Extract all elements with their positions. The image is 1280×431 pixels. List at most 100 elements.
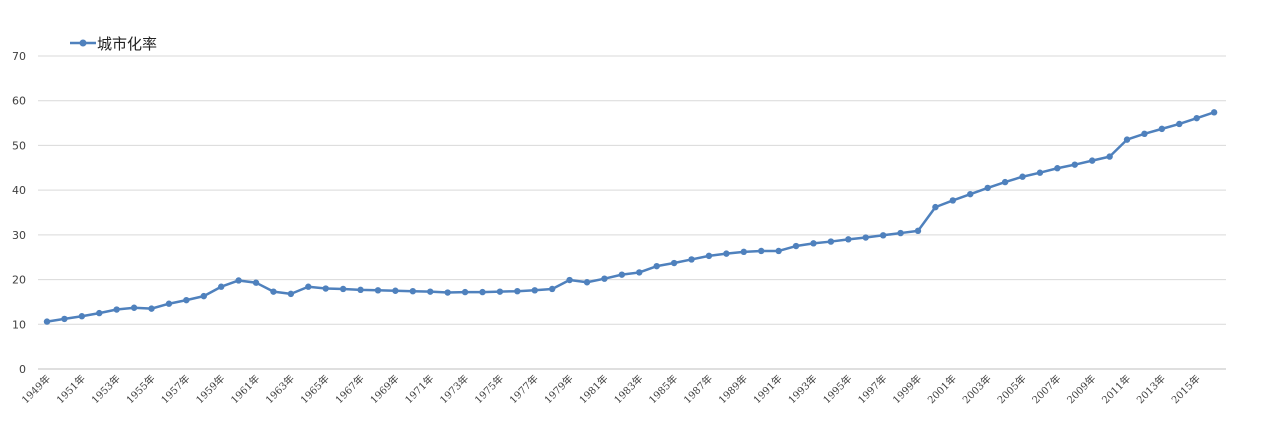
- x-tick-label: 2009年: [1064, 372, 1098, 406]
- x-tick-label: 2015年: [1169, 372, 1203, 406]
- data-point: [1019, 173, 1026, 180]
- y-tick-label: 30: [12, 229, 26, 242]
- data-point: [148, 305, 155, 312]
- data-point: [1036, 169, 1044, 176]
- data-point: [1141, 130, 1148, 138]
- data-point: [287, 290, 295, 298]
- data-point: [374, 287, 382, 294]
- legend-point-marker: [79, 39, 87, 47]
- data-point: [1089, 157, 1096, 164]
- data-point: [1001, 178, 1009, 186]
- data-point: [810, 240, 817, 247]
- legend: 城市化率: [70, 35, 157, 53]
- legend-label: 城市化率: [97, 35, 157, 53]
- data-point: [43, 318, 51, 325]
- data-point: [479, 288, 486, 296]
- data-point: [113, 306, 120, 313]
- data-point: [165, 300, 173, 307]
- data-point: [183, 296, 190, 304]
- x-axis-tick-labels: 1949年 1951年 1953年 1955年 1957年 1959年 1961年 1963年…: [19, 372, 1203, 406]
- data-point: [740, 248, 747, 256]
- data-point: [914, 227, 922, 235]
- y-tick-label: 60: [12, 95, 26, 108]
- data-point: [235, 277, 242, 284]
- data-point: [932, 203, 939, 211]
- y-tick-label: 0: [19, 363, 26, 376]
- x-tick-label: 1987年: [681, 372, 715, 406]
- x-tick-label: 1981年: [576, 372, 610, 406]
- x-tick-label: 1993年: [785, 372, 819, 406]
- x-tick-label: 2001年: [925, 372, 959, 406]
- data-point: [96, 309, 103, 317]
- x-tick-label: 1997年: [855, 372, 889, 406]
- data-point: [531, 287, 538, 294]
- x-tick-label: 1951年: [54, 372, 88, 406]
- data-point: [879, 232, 887, 239]
- x-tick-label: 1977年: [507, 372, 541, 406]
- data-point: [636, 269, 643, 276]
- data-point: [723, 250, 730, 257]
- x-tick-label: 2007年: [1029, 372, 1063, 406]
- y-axis-tick-labels: 0 10 20 30 40 50 60 70: [12, 50, 26, 376]
- data-point: [444, 289, 451, 296]
- x-tick-label: 2013年: [1134, 372, 1168, 406]
- data-point: [967, 190, 974, 198]
- data-point: [461, 288, 469, 296]
- x-tick-label: 1975年: [472, 372, 506, 406]
- data-point: [130, 304, 138, 311]
- data-point: [392, 287, 399, 294]
- x-tick-label: 1991年: [750, 372, 784, 406]
- x-tick-label: 2003年: [960, 372, 994, 406]
- y-tick-label: 70: [12, 50, 26, 63]
- data-point: [409, 287, 417, 295]
- data-point: [845, 236, 852, 243]
- x-tick-label: 1989年: [716, 372, 750, 406]
- data-point: [688, 256, 695, 263]
- data-point: [339, 285, 347, 293]
- data-point: [583, 279, 591, 286]
- data-point: [1158, 125, 1166, 133]
- x-tick-label: 1959年: [193, 372, 227, 406]
- data-point: [566, 276, 573, 284]
- y-tick-label: 20: [12, 274, 26, 287]
- y-tick-label: 50: [12, 139, 26, 152]
- data-point: [758, 247, 765, 255]
- data-point: [61, 315, 68, 323]
- series-layer: [43, 109, 1218, 325]
- data-point: [949, 197, 957, 204]
- x-tick-label: 1973年: [437, 372, 471, 406]
- data-point: [792, 242, 800, 250]
- data-point: [775, 247, 782, 255]
- data-point: [984, 184, 991, 192]
- data-point: [548, 285, 556, 293]
- y-tick-label: 10: [12, 318, 26, 331]
- data-point: [514, 287, 521, 295]
- data-point: [78, 313, 86, 320]
- data-point: [1210, 109, 1218, 116]
- series-line: [46, 111, 1215, 323]
- data-point: [357, 286, 364, 294]
- x-tick-label: 1965年: [298, 372, 332, 406]
- x-tick-label: 1969年: [367, 372, 401, 406]
- x-tick-label: 2005年: [994, 372, 1028, 406]
- data-point: [862, 234, 869, 241]
- data-point: [1106, 153, 1113, 160]
- data-point: [897, 229, 904, 237]
- x-tick-label: 1985年: [646, 372, 680, 406]
- x-tick-label: 1955年: [123, 372, 157, 406]
- data-point: [1176, 120, 1183, 128]
- x-tick-label: 1963年: [263, 372, 297, 406]
- data-point: [653, 262, 660, 270]
- x-tick-label: 1949年: [19, 372, 53, 406]
- x-tick-label: 1983年: [611, 372, 645, 406]
- data-point: [670, 259, 678, 267]
- x-tick-label: 1999年: [890, 372, 924, 406]
- data-point: [1123, 136, 1131, 143]
- x-tick-label: 1961年: [228, 372, 262, 406]
- data-point: [427, 288, 434, 295]
- data-point: [1071, 161, 1078, 168]
- data-point: [827, 238, 835, 245]
- data-point: [322, 285, 329, 292]
